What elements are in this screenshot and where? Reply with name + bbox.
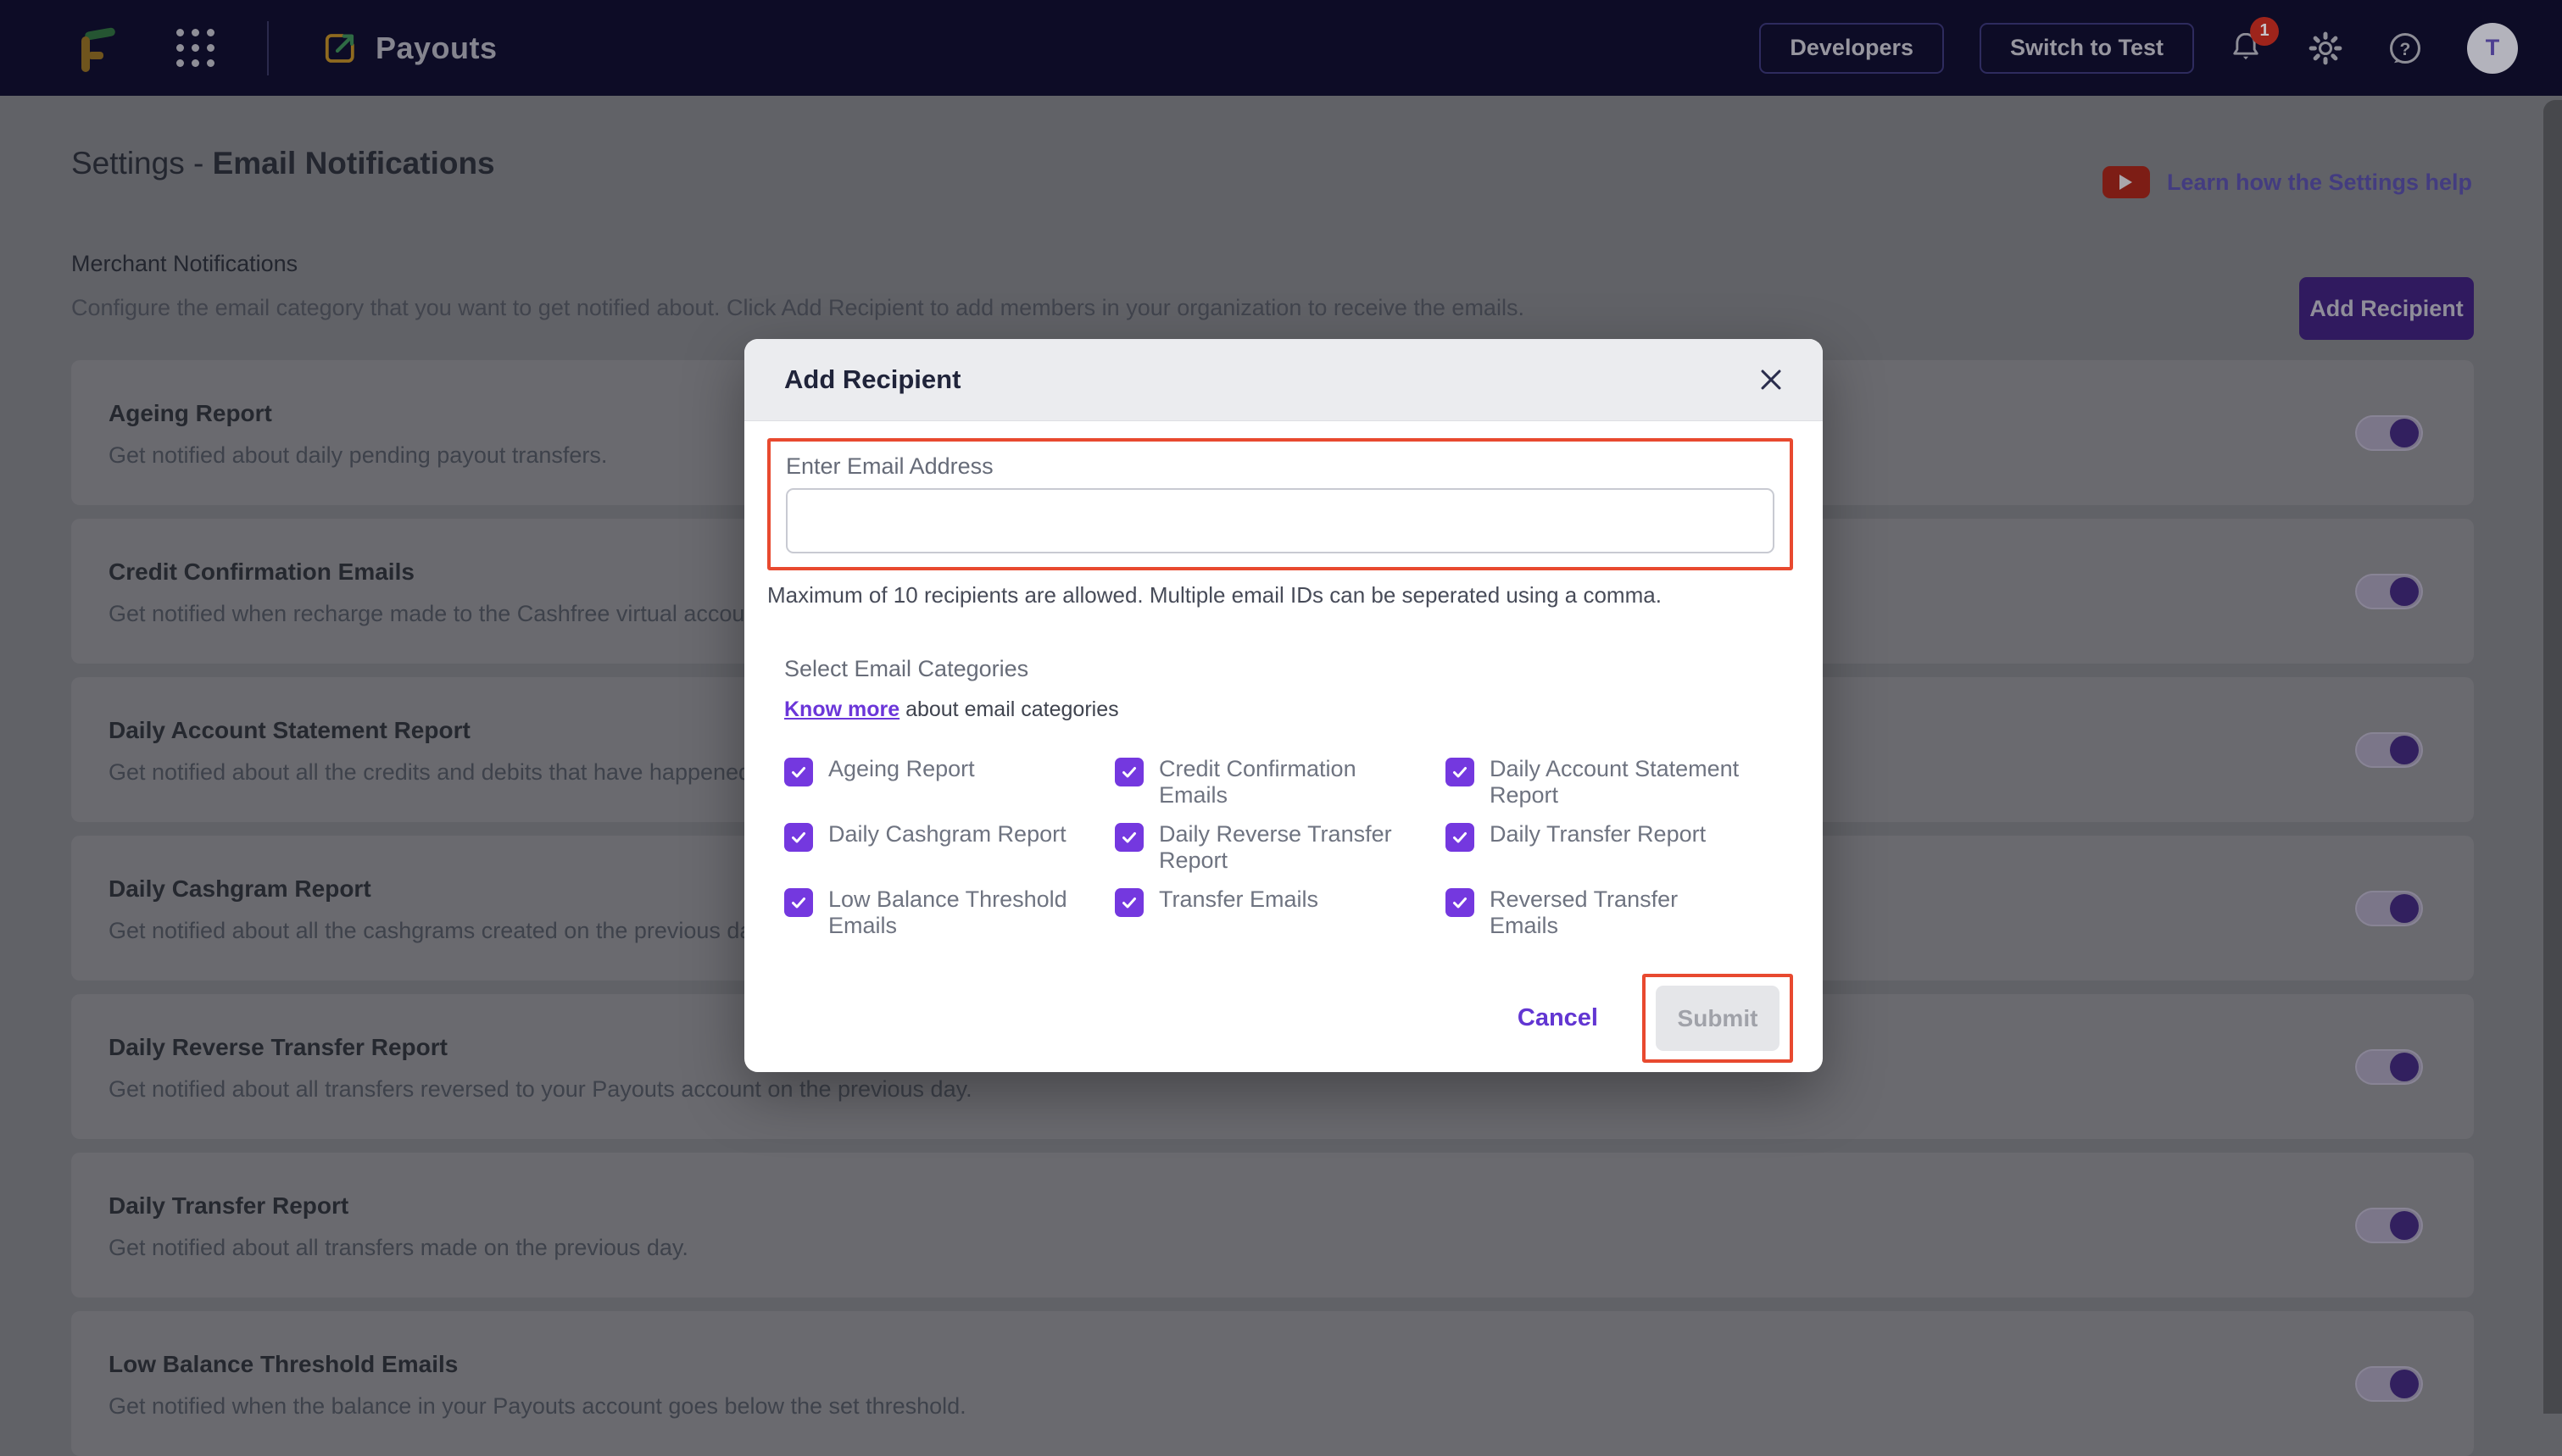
notification-toggle[interactable] xyxy=(2355,1208,2423,1243)
product-name: Payouts xyxy=(376,30,498,65)
category-checkbox[interactable] xyxy=(1445,758,1474,786)
page-title: Settings - Email Notifications xyxy=(71,146,495,181)
submit-button[interactable]: Submit xyxy=(1656,986,1779,1051)
modal-title: Add Recipient xyxy=(784,364,961,394)
notification-title: Credit Confirmation Emails xyxy=(109,559,415,585)
categories-label: Select Email Categories xyxy=(784,656,1029,681)
svg-text:?: ? xyxy=(2400,40,2411,59)
toggle-knob xyxy=(2390,736,2419,764)
category-checkbox[interactable] xyxy=(784,758,813,786)
modal-footer: Cancel Submit xyxy=(744,974,1793,1063)
category-item: Ageing Report xyxy=(784,756,1115,821)
notification-toggle[interactable] xyxy=(2355,415,2423,451)
notification-toggle[interactable] xyxy=(2355,732,2423,768)
cancel-button[interactable]: Cancel xyxy=(1517,1004,1598,1031)
top-navigation-bar: Payouts Developers Switch to Test 1 ? xyxy=(0,0,2562,96)
category-label: Credit Confirmation Emails xyxy=(1159,756,1356,808)
page-scrollbar[interactable] xyxy=(2543,100,2562,1414)
category-label: Daily Account Statement Report xyxy=(1490,756,1740,808)
email-helper-text: Maximum of 10 recipients are allowed. Mu… xyxy=(767,582,1662,608)
category-label: Transfer Emails xyxy=(1159,886,1319,912)
section-description: Configure the email category that you wa… xyxy=(71,295,1524,320)
toggle-knob xyxy=(2390,1370,2419,1398)
notification-title: Low Balance Threshold Emails xyxy=(109,1351,459,1377)
close-icon[interactable] xyxy=(1757,365,1785,394)
notification-description: Get notified about daily pending payout … xyxy=(109,442,608,468)
category-label: Daily Cashgram Report xyxy=(828,821,1067,847)
category-item: Credit Confirmation Emails xyxy=(1115,756,1445,821)
category-item: Daily Account Statement Report xyxy=(1445,756,1776,821)
category-checkbox[interactable] xyxy=(784,823,813,852)
modal-header: Add Recipient xyxy=(744,339,1823,421)
user-avatar[interactable]: T xyxy=(2467,22,2518,74)
notification-badge: 1 xyxy=(2250,16,2279,46)
category-checkbox[interactable] xyxy=(1445,823,1474,852)
category-item: Transfer Emails xyxy=(1115,886,1445,952)
category-grid: Ageing Report Credit Confirmation Emails… xyxy=(784,756,1823,952)
notification-description: Get notified about all transfers reverse… xyxy=(109,1076,972,1102)
notification-description: Get notified when the balance in your Pa… xyxy=(109,1393,966,1419)
payouts-icon xyxy=(325,33,354,63)
toggle-knob xyxy=(2390,1053,2419,1081)
notification-card: Daily Transfer Report Get notified about… xyxy=(71,1153,2474,1298)
notification-toggle[interactable] xyxy=(2355,1366,2423,1402)
toggle-knob xyxy=(2390,894,2419,923)
section-heading: Merchant Notifications xyxy=(71,251,298,276)
notification-description: Get notified about all transfers made on… xyxy=(109,1235,688,1260)
email-input[interactable] xyxy=(786,488,1774,553)
switch-to-test-button[interactable]: Switch to Test xyxy=(1979,22,2194,74)
add-recipient-modal: Add Recipient Enter Email Address Maximu… xyxy=(744,339,1823,1072)
category-label: Reversed Transfer Emails xyxy=(1490,886,1679,938)
toggle-knob xyxy=(2390,577,2419,606)
category-item: Reversed Transfer Emails xyxy=(1445,886,1776,952)
notification-toggle[interactable] xyxy=(2355,574,2423,609)
toggle-knob xyxy=(2390,1211,2419,1240)
cashfree-logo-icon[interactable] xyxy=(71,21,119,75)
submit-annotation-box: Submit xyxy=(1642,974,1793,1063)
know-more-link[interactable]: Know more xyxy=(784,697,900,721)
category-label: Daily Reverse Transfer Report xyxy=(1159,821,1392,873)
notification-title: Daily Transfer Report xyxy=(109,1192,349,1219)
notification-card: Low Balance Threshold Emails Get notifie… xyxy=(71,1311,2474,1456)
notification-description: Get notified about all the cashgrams cre… xyxy=(109,918,769,943)
category-item: Daily Reverse Transfer Report xyxy=(1115,821,1445,886)
category-label: Ageing Report xyxy=(828,756,975,781)
product-switcher[interactable]: Payouts xyxy=(320,28,498,69)
app-switcher-icon[interactable] xyxy=(176,29,214,67)
email-annotation-box: Enter Email Address xyxy=(767,438,1793,570)
notification-toggle[interactable] xyxy=(2355,1049,2423,1085)
category-label: Daily Transfer Report xyxy=(1490,821,1707,847)
help-icon[interactable]: ? xyxy=(2386,29,2425,68)
category-checkbox[interactable] xyxy=(1445,888,1474,917)
learn-settings-link[interactable]: Learn how the Settings help xyxy=(2102,166,2472,198)
header-divider xyxy=(267,20,269,75)
learn-link-label: Learn how the Settings help xyxy=(2166,169,2472,195)
know-more-line: Know more about email categories xyxy=(784,697,1119,721)
toggle-knob xyxy=(2390,419,2419,447)
category-checkbox[interactable] xyxy=(1115,758,1144,786)
notification-title: Daily Cashgram Report xyxy=(109,875,371,902)
category-checkbox[interactable] xyxy=(784,888,813,917)
category-item: Daily Cashgram Report xyxy=(784,821,1115,886)
notification-description: Get notified about all the credits and d… xyxy=(109,759,776,785)
developers-button[interactable]: Developers xyxy=(1759,22,1944,74)
settings-gear-icon[interactable] xyxy=(2306,29,2345,68)
category-checkbox[interactable] xyxy=(1115,823,1144,852)
category-item: Daily Transfer Report xyxy=(1445,821,1776,886)
notifications-bell-icon[interactable]: 1 xyxy=(2226,16,2279,68)
category-checkbox[interactable] xyxy=(1115,888,1144,917)
notification-title: Daily Reverse Transfer Report xyxy=(109,1034,448,1060)
add-recipient-button[interactable]: Add Recipient xyxy=(2299,277,2474,340)
email-label: Enter Email Address xyxy=(786,453,994,479)
youtube-icon xyxy=(2102,166,2150,198)
category-label: Low Balance Threshold Emails xyxy=(828,886,1067,938)
notification-description: Get notified when recharge made to the C… xyxy=(109,601,787,626)
notification-title: Ageing Report xyxy=(109,400,272,426)
category-item: Low Balance Threshold Emails xyxy=(784,886,1115,952)
notification-toggle[interactable] xyxy=(2355,891,2423,926)
notification-title: Daily Account Statement Report xyxy=(109,717,471,743)
